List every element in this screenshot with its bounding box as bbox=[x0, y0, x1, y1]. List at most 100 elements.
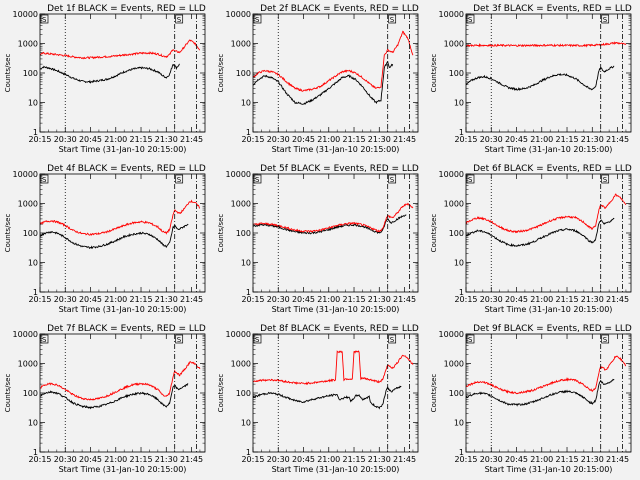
x-tick-label: 20:15 bbox=[28, 295, 51, 304]
y-tick-label: 10 bbox=[241, 259, 251, 268]
corner-label: S bbox=[468, 336, 473, 344]
y-tick-label: 100 bbox=[449, 389, 464, 398]
x-tick-label: 21:15 bbox=[555, 295, 578, 304]
y-tick-label: 10 bbox=[454, 259, 464, 268]
x-tick-label: 21:00 bbox=[317, 455, 340, 464]
detector-panel: Det 7f BLACK = Events, RED = LLDSS110100… bbox=[4, 324, 206, 474]
y-tick-label: 10 bbox=[28, 259, 38, 268]
x-tick-label: 21:15 bbox=[342, 135, 365, 144]
y-tick-label: 1000 bbox=[231, 360, 251, 369]
x-tick-label: 21:30 bbox=[155, 295, 178, 304]
y-axis-label: Counts/sec bbox=[217, 214, 225, 253]
x-axis-label: Start Time (31-Jan-10 20:15:00) bbox=[59, 465, 187, 474]
y-tick-label: 10000 bbox=[226, 10, 251, 19]
x-tick-label: 21:00 bbox=[104, 135, 127, 144]
x-tick-label: 20:30 bbox=[267, 295, 290, 304]
x-tick-label: 21:30 bbox=[581, 135, 604, 144]
x-tick-label: 20:45 bbox=[292, 135, 315, 144]
x-tick-label: 21:00 bbox=[317, 295, 340, 304]
y-tick-label: 10000 bbox=[13, 330, 38, 339]
marker-label-box bbox=[388, 174, 397, 184]
y-tick-label: 10000 bbox=[13, 10, 38, 19]
plot-frame bbox=[39, 333, 206, 453]
corner-label: S bbox=[255, 176, 260, 184]
x-tick-label: 21:15 bbox=[129, 135, 152, 144]
y-tick-label: 10000 bbox=[439, 170, 464, 179]
y-axis-label: Counts/sec bbox=[4, 374, 12, 413]
y-tick-label: 1 bbox=[459, 128, 464, 137]
y-tick-label: 10 bbox=[241, 419, 251, 428]
marker-label-box bbox=[388, 14, 397, 24]
y-tick-label: 1000 bbox=[18, 360, 38, 369]
y-axis-label: Counts/sec bbox=[430, 54, 438, 93]
y-tick-label: 100 bbox=[236, 69, 251, 78]
x-tick-label: 20:45 bbox=[505, 295, 528, 304]
y-tick-label: 1 bbox=[33, 128, 38, 137]
series-events-line bbox=[40, 383, 189, 410]
y-axis-label: Counts/sec bbox=[430, 214, 438, 253]
series-events-line bbox=[253, 214, 407, 235]
x-tick-label: 20:30 bbox=[54, 455, 77, 464]
x-tick-label: 21:30 bbox=[368, 135, 391, 144]
series-events-line bbox=[40, 63, 180, 84]
marker-label-box bbox=[175, 14, 184, 24]
corner-label-box bbox=[466, 14, 475, 24]
series-lld-line bbox=[466, 193, 627, 234]
corner-label-box bbox=[40, 334, 49, 344]
x-tick-label: 21:00 bbox=[530, 295, 553, 304]
marker-label-box bbox=[175, 174, 184, 184]
plot-frame bbox=[39, 173, 206, 293]
y-tick-label: 10000 bbox=[226, 170, 251, 179]
y-tick-label: 10000 bbox=[13, 170, 38, 179]
y-tick-label: 100 bbox=[236, 229, 251, 238]
series-lld-line bbox=[40, 361, 201, 401]
corner-label-box bbox=[253, 174, 262, 184]
x-tick-label: 21:45 bbox=[180, 135, 203, 144]
x-tick-label: 21:45 bbox=[393, 455, 416, 464]
x-tick-label: 21:00 bbox=[104, 455, 127, 464]
y-tick-label: 1 bbox=[459, 288, 464, 297]
x-tick-label: 20:15 bbox=[28, 455, 51, 464]
x-axis-label: Start Time (31-Jan-10 20:15:00) bbox=[59, 145, 187, 154]
marker-label: S bbox=[390, 176, 395, 184]
y-tick-label: 1000 bbox=[231, 40, 251, 49]
detector-panel: Det 5f BLACK = Events, RED = LLDSS110100… bbox=[217, 164, 419, 314]
x-tick-label: 21:30 bbox=[368, 295, 391, 304]
plot-frame bbox=[252, 13, 419, 133]
x-axis-label: Start Time (31-Jan-10 20:15:00) bbox=[272, 145, 400, 154]
x-tick-label: 21:30 bbox=[155, 455, 178, 464]
x-tick-label: 21:15 bbox=[129, 295, 152, 304]
panel-title: Det 8f BLACK = Events, RED = LLD bbox=[260, 324, 419, 334]
y-tick-label: 100 bbox=[23, 389, 38, 398]
y-tick-label: 100 bbox=[449, 229, 464, 238]
series-events-line bbox=[40, 223, 189, 250]
x-tick-label: 20:30 bbox=[267, 455, 290, 464]
plot-frame bbox=[465, 173, 632, 293]
marker-label-box bbox=[601, 14, 610, 24]
y-tick-label: 1 bbox=[246, 128, 251, 137]
plot-frame bbox=[465, 13, 632, 133]
x-tick-label: 20:45 bbox=[79, 135, 102, 144]
x-axis-label: Start Time (31-Jan-10 20:15:00) bbox=[485, 305, 613, 314]
y-axis-label: Counts/sec bbox=[4, 214, 12, 253]
x-tick-label: 20:15 bbox=[454, 295, 477, 304]
series-events-line bbox=[466, 217, 615, 248]
detector-panel: Det 1f BLACK = Events, RED = LLDSS110100… bbox=[4, 4, 206, 154]
y-tick-label: 1 bbox=[33, 448, 38, 457]
x-tick-label: 20:30 bbox=[480, 135, 503, 144]
panel-title: Det 6f BLACK = Events, RED = LLD bbox=[473, 164, 632, 174]
x-axis-label: Start Time (31-Jan-10 20:15:00) bbox=[485, 145, 613, 154]
x-tick-label: 20:15 bbox=[241, 135, 264, 144]
marker-label: S bbox=[177, 336, 182, 344]
corner-label: S bbox=[42, 16, 47, 24]
x-tick-label: 21:00 bbox=[530, 455, 553, 464]
marker-label: S bbox=[603, 336, 608, 344]
marker-label: S bbox=[603, 176, 608, 184]
corner-label-box bbox=[466, 334, 475, 344]
y-tick-label: 10000 bbox=[439, 330, 464, 339]
corner-label: S bbox=[468, 176, 473, 184]
x-tick-label: 20:45 bbox=[79, 295, 102, 304]
series-lld-line bbox=[40, 39, 201, 60]
series-lld-line bbox=[466, 41, 627, 48]
